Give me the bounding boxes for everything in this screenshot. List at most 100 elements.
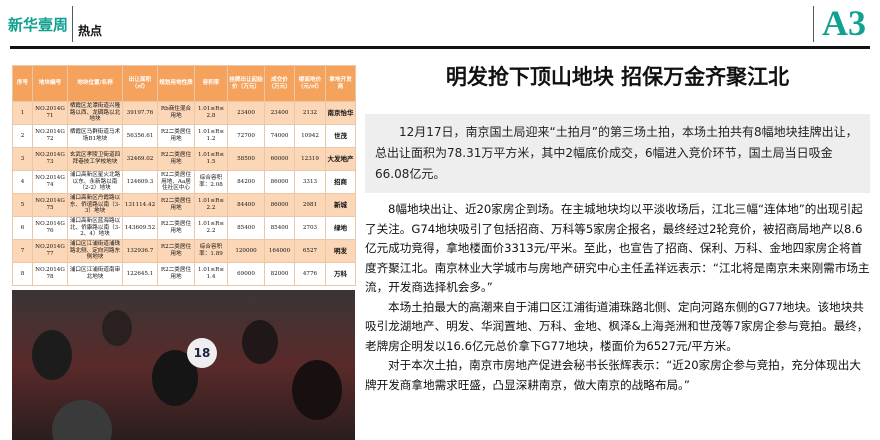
table-cell: 1.01≤R≤2.8 [194,101,228,125]
table-cell: NO.2014G74 [32,170,68,194]
table-cell: 2981 [294,193,326,217]
table-cell: 85400 [227,216,265,240]
table-cell: 综合容积率：1.89 [194,239,228,263]
table-cell: R2二类居住用地、Aa居住社区中心 [157,170,195,194]
table-cell: 浦口区江浦街道南审北地块 [67,262,123,286]
table-cell: 1.01≤R≤2.2 [194,216,228,240]
table-cell: R2二类居住用地 [157,262,195,286]
table-cell: R2二类居住用地 [157,193,195,217]
table-cell: NO.2014G78 [32,262,68,286]
table-cell: 浦口高新区蓝海路以北、侨康路以南（3-2、4）地块 [67,216,123,240]
table-cell: 浦口高新区星火北路以东、永新路以南（2-2）地块 [67,170,123,194]
table-cell: 84200 [227,170,265,194]
table-cell: R2二类居住用地 [157,216,195,240]
table-cell: 综合容积率：2.08 [194,170,228,194]
table-row: 6 NO.2014G76 浦口高新区蓝海路以北、侨康路以南（3-2、4）地块 1436… [12,216,356,240]
attendee-figure [102,310,132,346]
table-cell: 3313 [294,170,326,194]
auction-photo: 18 [12,290,355,440]
table-cell: 86000 [264,170,295,194]
table-row: 5 NO.2014G75 浦口高新区丹霞路以东、侨谊路以南（3-3）地块 131114… [12,193,356,217]
table-cell: 164000 [264,239,295,263]
table-cell: 86000 [264,193,295,217]
column-header: 楼面地价（元/㎡） [294,65,326,102]
table-cell: 23400 [227,101,265,125]
table-cell: 玄武区孝陵卫街道四拜巷技工学校地块 [67,147,123,171]
table-cell: 58500 [227,147,265,171]
header-rule [10,46,870,49]
table-cell: 39197.76 [122,101,158,125]
section-label: 热点 [78,24,103,38]
table-cell: 74000 [264,124,295,148]
column-header: 出让面积（㎡） [122,65,158,102]
table-cell: 12319 [294,147,326,171]
table-cell: R2二类居住用地 [157,239,195,263]
divider [813,6,814,42]
column-header: 序号 [12,65,33,102]
table-header-row: 序号 地块编号 地块位置/名称 出让面积（㎡） 规划用地性质 容积率 挂牌出让起始价（万元）… [12,65,356,102]
table-cell: 栖霞区马群街道马术场B1地块 [67,124,123,148]
column-header: 拿地开发商 [325,65,356,102]
table-cell: NO.2014G76 [32,216,68,240]
table-cell: 3 [12,147,33,171]
table-cell: NO.2014G77 [32,239,68,263]
table-cell: 6527 [294,239,326,263]
table-cell: 6 [12,216,33,240]
table-cell: 85400 [264,216,295,240]
table-cell: 4776 [294,262,326,286]
table-cell: 5 [12,193,33,217]
table-row: 2 NO.2014G72 栖霞区马群街道马术场B1地块 56356.61 R2二类居住用… [12,124,356,148]
article-headline: 明发抢下顶山地块 招保万金齐聚江北 [445,64,790,89]
table-cell: 绿地 [325,216,356,240]
table-cell: 32469.02 [122,147,158,171]
table-cell: 2 [12,124,33,148]
table-cell: 56356.61 [122,124,158,148]
attendee-figure [242,320,278,364]
table-cell: 世茂 [325,124,356,148]
table-cell: 69000 [227,262,265,286]
table-cell: 1.01≤R≤1.5 [194,147,228,171]
table-cell: 新城 [325,193,356,217]
attendee-figure [32,330,72,380]
table-cell: 明发 [325,239,356,263]
table-cell: 1.01≤R≤1.2 [194,124,228,148]
table-cell: 大发地产 [325,147,356,171]
table-cell: R2二类居住用地 [157,147,195,171]
table-row: 7 NO.2014G77 浦口区江浦街道浦珠路北侧、定向河路东侧地块 132936.7… [12,239,356,263]
attendee-figure [52,400,112,440]
table-cell: Rb商住混合用地 [157,101,195,125]
table-row: 1 NO.2014G71 栖霞区龙潭街道兴隆路以西、龙碉路以北地块 39197.76 R… [12,101,356,125]
table-cell: 浦口高新区丹霞路以东、侨谊路以南（3-3）地块 [67,193,123,217]
table-cell: NO.2014G75 [32,193,68,217]
column-header: 规划用地性质 [157,65,195,102]
table-cell: 浦口区江浦街道浦珠路北侧、定向河路东侧地块 [67,239,123,263]
table-row: 4 NO.2014G74 浦口高新区星火北路以东、永新路以南（2-2）地块 12460… [12,170,356,194]
column-header: 容积率 [194,65,228,102]
table-cell: 122645.1 [122,262,158,286]
table-cell: 7 [12,239,33,263]
table-cell: 招商 [325,170,356,194]
table-cell: 8 [12,262,33,286]
page-number: A3 [822,3,866,43]
paragraph: 对于本次土拍，南京市房地产促进会秘书长张辉表示：“近20家房企参与竞拍，充分体现… [365,358,861,392]
table-cell: 1.01≤R≤2.2 [194,193,228,217]
table-cell: 2132 [294,101,326,125]
table-cell: 23400 [264,101,295,125]
table-cell: 72700 [227,124,265,148]
table-cell: 10942 [294,124,326,148]
table-cell: 栖霞区龙潭街道兴隆路以西、龙碉路以北地块 [67,101,123,125]
table-cell: 2703 [294,216,326,240]
paragraph: 8幅地块出让、近20家房企到场。在主城地块均以平淡收场后，江北三幅“连体地”的出… [365,202,870,294]
column-header: 挂牌出让起始价（万元） [227,65,265,102]
table-cell: 4 [12,170,33,194]
table-cell: 131114.42 [122,193,158,217]
table-cell: 万科 [325,262,356,286]
table-cell: 1.01≤R≤1.4 [194,262,228,286]
column-header: 地块编号 [32,65,68,102]
table-cell: 1 [12,101,33,125]
table-cell: 132936.7 [122,239,158,263]
land-auction-table: 序号 地块编号 地块位置/名称 出让面积（㎡） 规划用地性质 容积率 挂牌出让起始价（万元）… [12,65,356,286]
column-header: 地块位置/名称 [67,65,123,102]
divider [72,6,73,42]
table-cell: 84400 [227,193,265,217]
